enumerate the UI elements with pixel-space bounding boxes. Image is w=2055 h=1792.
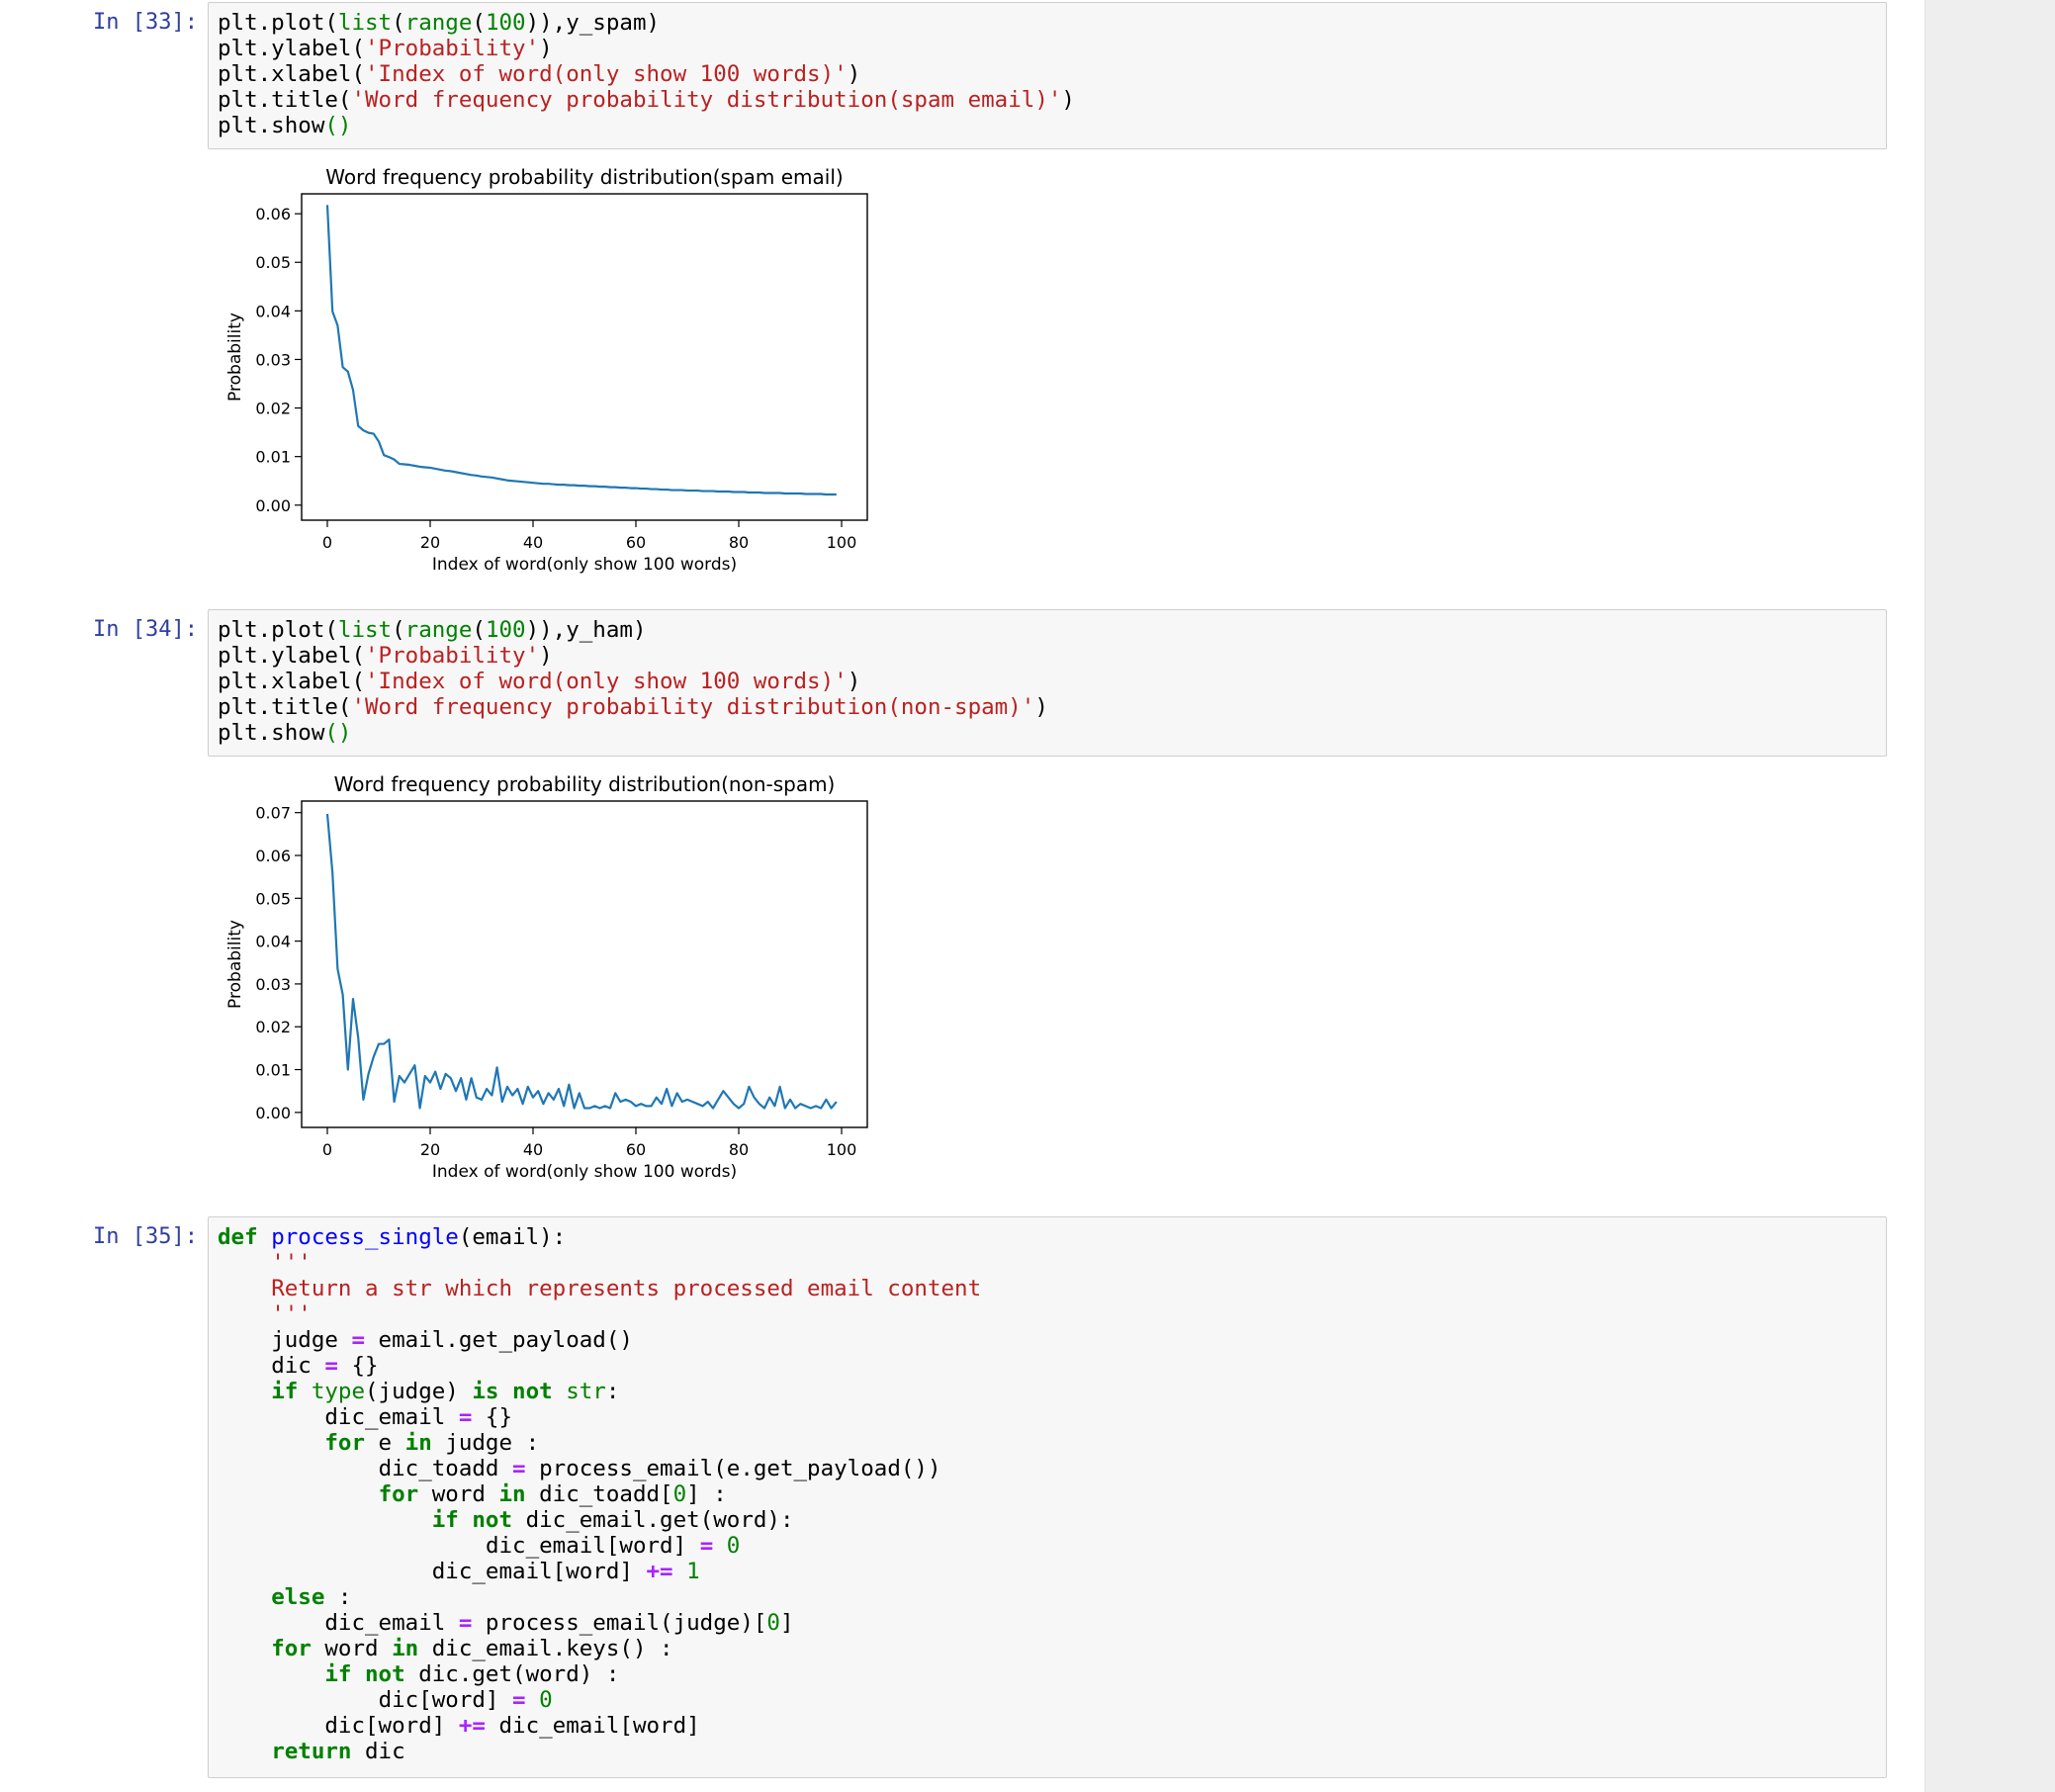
cell-prompt: In [33]:: [93, 10, 198, 35]
y-tick-label: 0.00: [255, 1104, 291, 1122]
plot-frame: [301, 800, 868, 1128]
x-tick-label: 40: [523, 533, 543, 552]
code-cell-input[interactable]: [208, 609, 1887, 757]
series-line: [325, 205, 837, 496]
y-tick-label: 0.02: [255, 1018, 291, 1036]
y-tick-label: 0.01: [255, 1061, 291, 1080]
cell-prompt: In [34]:: [93, 617, 198, 642]
y-tick-label: 0.06: [255, 847, 291, 865]
code-cell-input[interactable]: [208, 1216, 1887, 1778]
y-axis-label: Probability: [225, 313, 245, 402]
y-tick-label: 0.05: [255, 253, 291, 272]
x-tick-label: 0: [322, 1140, 332, 1159]
y-tick-label: 0.04: [255, 302, 291, 320]
x-tick-label: 80: [729, 533, 749, 552]
y-tick-label: 0.05: [255, 889, 291, 908]
code-block[interactable]: plt.plot(list(range(100)),y_spam) plt.yl…: [218, 10, 1075, 138]
code-block[interactable]: plt.plot(list(range(100)),y_ham) plt.yla…: [218, 617, 1048, 746]
page-scrollbar-gutter[interactable]: [1924, 0, 2055, 1792]
x-tick-label: 0: [322, 533, 332, 552]
y-tick-label: 0.03: [255, 350, 291, 369]
chart-title: Word frequency probability distribution(…: [334, 772, 836, 796]
code-block[interactable]: def process_single(email): ''' Return a …: [218, 1224, 982, 1764]
x-axis-label: Index of word(only show 100 words): [432, 555, 737, 575]
y-tick-label: 0.01: [255, 448, 291, 467]
y-tick-label: 0.07: [255, 804, 291, 823]
spam-word-frequency-chart: Word frequency probability distribution(…: [225, 165, 868, 575]
cell-prompt: In [35]:: [93, 1224, 198, 1249]
y-tick-label: 0.00: [255, 496, 291, 515]
x-tick-label: 40: [523, 1140, 543, 1159]
y-axis-label: Probability: [225, 920, 245, 1009]
plot-frame: [301, 193, 868, 521]
x-axis-label: Index of word(only show 100 words): [432, 1162, 737, 1182]
x-tick-label: 60: [626, 533, 646, 552]
y-tick-label: 0.03: [255, 975, 291, 994]
x-tick-label: 20: [420, 533, 440, 552]
x-tick-label: 20: [420, 1140, 440, 1159]
notebook-area: In [33]: plt.plot(list(range(100)),y_spa…: [93, 2, 1887, 1778]
x-tick-label: 100: [827, 1140, 857, 1159]
y-tick-label: 0.04: [255, 933, 291, 951]
x-tick-label: 80: [729, 1140, 749, 1159]
non-spam-word-frequency-chart: Word frequency probability distribution(…: [225, 772, 868, 1182]
code-cell-input[interactable]: [208, 2, 1887, 149]
x-tick-label: 60: [626, 1140, 646, 1159]
y-tick-label: 0.06: [255, 205, 291, 224]
x-tick-label: 100: [827, 533, 857, 552]
y-tick-label: 0.02: [255, 400, 291, 418]
series-line: [325, 813, 838, 1110]
chart-title: Word frequency probability distribution(…: [325, 165, 843, 189]
